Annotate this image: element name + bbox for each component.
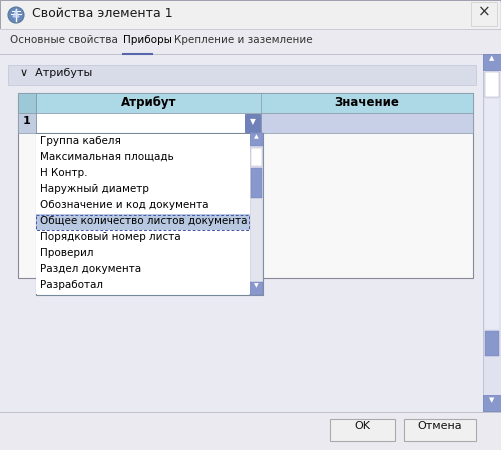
Text: Н Контр.: Н Контр. bbox=[40, 168, 88, 178]
Bar bbox=[8, 65, 476, 85]
Bar bbox=[0, 411, 501, 450]
Text: ×: × bbox=[477, 5, 490, 20]
Bar bbox=[36, 262, 250, 278]
Bar bbox=[36, 133, 263, 295]
Bar bbox=[483, 54, 501, 70]
Bar bbox=[36, 134, 250, 150]
Bar bbox=[485, 72, 499, 97]
Bar bbox=[250, 282, 263, 295]
Text: ▲: ▲ bbox=[489, 55, 494, 61]
Text: ▲: ▲ bbox=[254, 134, 259, 139]
Bar bbox=[404, 419, 476, 441]
Bar bbox=[36, 182, 250, 198]
Bar bbox=[251, 168, 262, 198]
Bar bbox=[251, 148, 262, 166]
Bar bbox=[485, 331, 499, 356]
Text: ▼: ▼ bbox=[249, 117, 256, 126]
Text: Атрибут: Атрибут bbox=[121, 96, 176, 109]
Bar bbox=[251, 200, 262, 282]
Text: Крепление и заземление: Крепление и заземление bbox=[174, 35, 313, 45]
Bar bbox=[471, 2, 497, 26]
Bar bbox=[18, 113, 36, 133]
Bar bbox=[36, 214, 250, 230]
Text: Отмена: Отмена bbox=[418, 421, 462, 431]
Text: ▼: ▼ bbox=[489, 397, 494, 403]
Bar bbox=[18, 93, 473, 113]
Bar bbox=[36, 150, 250, 166]
Bar bbox=[37, 215, 249, 230]
Text: ∨  Атрибуты: ∨ Атрибуты bbox=[20, 68, 92, 78]
Text: Основные свойства: Основные свойства bbox=[10, 35, 118, 45]
Text: Проверил: Проверил bbox=[40, 248, 94, 258]
Bar bbox=[250, 133, 263, 146]
Bar bbox=[0, 54, 483, 411]
Bar bbox=[245, 114, 260, 132]
Bar bbox=[0, 29, 501, 54]
Bar bbox=[330, 419, 395, 441]
Text: Раздел документа: Раздел документа bbox=[40, 264, 141, 274]
Bar bbox=[36, 198, 250, 214]
Text: Значение: Значение bbox=[335, 96, 399, 109]
Bar bbox=[1, 1, 500, 29]
Bar bbox=[261, 113, 473, 133]
Text: Свойства элемента 1: Свойства элемента 1 bbox=[32, 7, 173, 20]
Bar bbox=[250, 133, 263, 295]
Text: Общее количество листов документа: Общее количество листов документа bbox=[40, 216, 247, 226]
Bar bbox=[36, 166, 250, 182]
Bar bbox=[483, 54, 501, 411]
Bar bbox=[483, 395, 501, 411]
Text: OK: OK bbox=[354, 421, 370, 431]
Text: 1: 1 bbox=[23, 116, 31, 126]
Bar bbox=[36, 278, 250, 294]
Text: Группа кабеля: Группа кабеля bbox=[40, 136, 121, 146]
Text: ▼: ▼ bbox=[254, 283, 259, 288]
Text: Порядковый номер листа: Порядковый номер листа bbox=[40, 232, 181, 242]
Bar bbox=[18, 93, 473, 278]
Bar bbox=[36, 246, 250, 262]
Bar bbox=[36, 113, 261, 133]
Text: Максимальная площадь: Максимальная площадь bbox=[40, 152, 174, 162]
Text: Приборы: Приборы bbox=[123, 35, 172, 45]
Text: Наружный диаметр: Наружный диаметр bbox=[40, 184, 149, 194]
Polygon shape bbox=[13, 10, 19, 17]
Bar bbox=[485, 99, 499, 329]
Bar bbox=[18, 93, 36, 113]
Text: Обозначение и код документа: Обозначение и код документа bbox=[40, 200, 208, 210]
Text: Разработал: Разработал bbox=[40, 280, 103, 290]
Circle shape bbox=[8, 7, 24, 23]
Bar bbox=[36, 230, 250, 246]
